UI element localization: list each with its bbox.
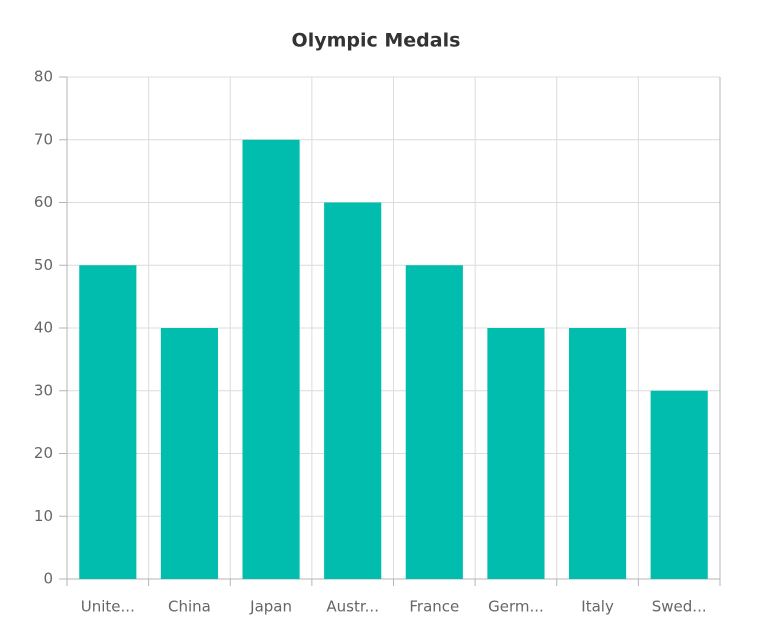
bar	[242, 139, 300, 579]
y-tick-label: 40	[34, 319, 53, 337]
x-tick-label: Austr...	[326, 598, 379, 616]
x-tick-label: Italy	[581, 598, 614, 616]
chart-title: Olympic Medals	[292, 30, 461, 52]
x-tick-label: France	[409, 598, 459, 616]
y-tick-label: 0	[43, 570, 53, 588]
bar	[79, 265, 137, 579]
y-tick-label: 70	[34, 130, 53, 148]
x-tick-label: Swed...	[652, 598, 707, 616]
bar	[568, 328, 627, 579]
x-tick-label: Japan	[249, 598, 292, 616]
bar	[324, 202, 382, 579]
y-tick-label: 30	[34, 381, 53, 399]
bar	[405, 265, 463, 579]
bar	[160, 328, 219, 579]
bar	[487, 328, 545, 579]
x-tick-label: Germ...	[488, 598, 544, 616]
y-tick-label: 60	[34, 193, 53, 211]
x-tick-label: Unite...	[81, 598, 135, 616]
y-tick-label: 10	[34, 507, 53, 525]
bar	[650, 390, 708, 579]
y-tick-label: 50	[34, 256, 53, 274]
x-tick-label: China	[168, 598, 211, 616]
y-tick-label: 20	[34, 444, 53, 462]
y-tick-label: 80	[34, 68, 53, 86]
